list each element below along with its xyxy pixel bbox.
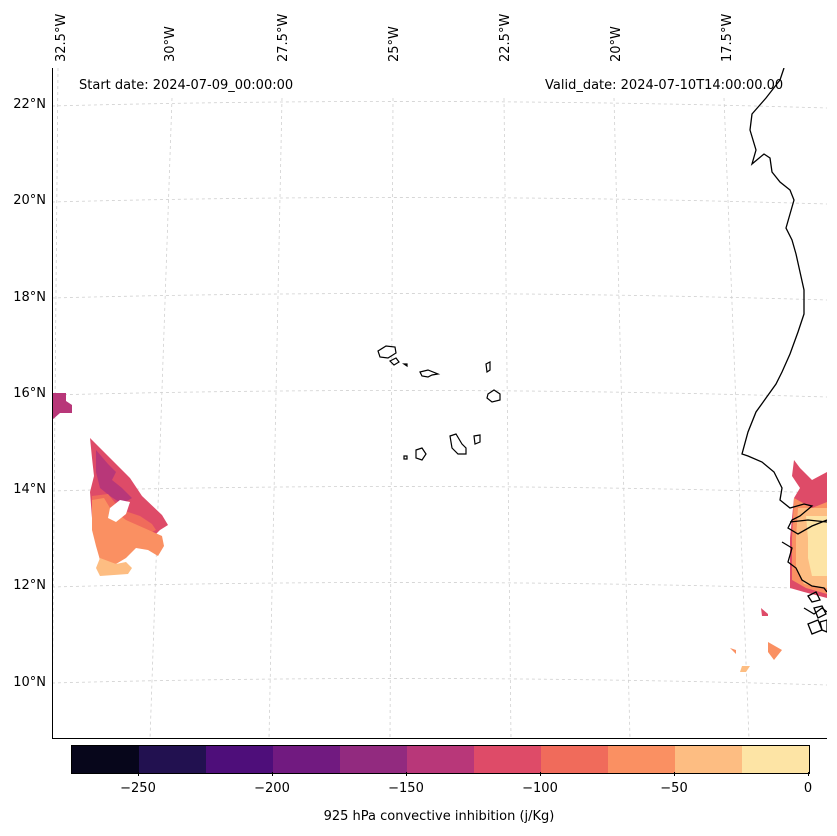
lat-label-16n: 16°N	[13, 386, 46, 401]
graticule	[52, 68, 827, 739]
map-panel	[52, 68, 827, 739]
lon-label-32.5w: 32.5°W	[54, 13, 69, 62]
lat-label-14n: 14°N	[13, 482, 46, 497]
parallel-20n	[52, 197, 827, 205]
colorbar-tick-label: −100	[522, 781, 558, 796]
colorbar-segment	[340, 746, 407, 773]
colorbar-tick-mark	[406, 772, 407, 776]
colorbar-tick-label: −250	[120, 781, 156, 796]
colorbar-tick-label: −200	[254, 781, 290, 796]
island-fogo	[415, 447, 427, 461]
colorbar-segment	[474, 746, 541, 773]
cin-patch-east-small-4	[740, 666, 750, 672]
colorbar-tick-mark	[808, 772, 809, 776]
colorbar-tick-mark	[272, 772, 273, 776]
cin-patch-west-light	[96, 558, 132, 576]
colorbar-segment	[675, 746, 742, 773]
colorbar-tick-mark	[540, 772, 541, 776]
parallel-22n	[52, 101, 827, 109]
island-sao-nicolau	[419, 369, 441, 378]
coastline-south-3	[819, 619, 827, 633]
colorbar-tick-mark	[674, 772, 675, 776]
lon-label-30w: 30°W	[163, 26, 178, 62]
cin-patch-west-hole	[108, 500, 130, 522]
colorbar-segment	[206, 746, 273, 773]
island-santiago	[449, 433, 467, 455]
meridian-20w	[613, 97, 631, 739]
colorbar-ticks: −250 −200 −150 −100 −50 0	[71, 772, 812, 802]
valid-date-label: Valid_date: 2024-07-10T14:00:00.00	[545, 78, 784, 93]
lat-label-10n: 10°N	[13, 675, 46, 690]
cin-patch-west-inner	[96, 450, 132, 504]
colorbar-segment	[139, 746, 206, 773]
cin-patch-east-small-1	[761, 608, 768, 616]
coastlines	[741, 68, 827, 635]
map-canvas	[52, 68, 827, 739]
lat-label-20n: 20°N	[13, 193, 46, 208]
cape-verde-islands	[377, 345, 501, 461]
parallel-14n	[52, 486, 827, 494]
lon-label-20w: 20°W	[609, 26, 624, 62]
lon-label-22.5w: 22.5°W	[498, 13, 513, 62]
coastline-bijagos	[813, 605, 827, 619]
cin-patch-east-small-2	[768, 642, 782, 660]
meridian-22.5w	[503, 97, 512, 739]
coastline-guinea-bissau	[781, 541, 827, 593]
cin-patch-west-16n	[52, 393, 72, 420]
colorbar-segment	[72, 746, 139, 773]
coastline-africa	[741, 68, 827, 535]
colorbar-tick-label: −150	[388, 781, 424, 796]
meridian-25w	[389, 97, 394, 739]
lat-label-12n: 12°N	[13, 578, 46, 593]
colorbar-tick-label: 0	[803, 781, 813, 796]
island-sao-vicente	[388, 357, 400, 366]
lat-label-22n: 22°N	[13, 97, 46, 112]
parallel-10n	[52, 678, 827, 686]
island-maio	[473, 434, 481, 445]
map-frame-border	[52, 68, 827, 739]
island-santa-luzia	[402, 363, 408, 368]
island-santo-antao	[377, 345, 397, 359]
colorbar-title: 925 hPa convective inhibition (j/Kg)	[323, 809, 555, 824]
parallel-16n	[52, 390, 827, 398]
lon-label-25w: 25°W	[387, 26, 402, 62]
meridian-17.5w	[723, 97, 750, 739]
colorbar-segment	[742, 746, 809, 773]
coastline-gambia-river	[789, 519, 827, 523]
lat-label-18n: 18°N	[13, 290, 46, 305]
start-date-label: Start date: 2024-07-09_00:00:00	[79, 78, 294, 93]
island-boa-vista	[486, 389, 501, 403]
meridian-32.5w	[52, 68, 59, 739]
colorbar-segment	[407, 746, 474, 773]
parallel-18n	[52, 293, 827, 301]
cin-patch-east-small-3	[730, 648, 736, 654]
lon-label-27.5w: 27.5°W	[276, 13, 291, 62]
colorbar-tick-label: −50	[660, 781, 688, 796]
colorbar-segment	[608, 746, 675, 773]
island-brava	[403, 455, 408, 460]
colorbar-tick-mark	[138, 772, 139, 776]
colorbar-segment	[273, 746, 340, 773]
meridian-27.5w	[268, 97, 283, 739]
colorbar-segment	[541, 746, 608, 773]
meridian-30w	[149, 97, 173, 739]
parallel-12n	[52, 582, 827, 590]
cin-contours	[52, 393, 827, 672]
colorbar	[71, 745, 810, 774]
lon-label-17.5w: 17.5°W	[720, 13, 735, 62]
coastline-islands-south	[807, 591, 821, 603]
cin-patch-east-yellow	[806, 516, 827, 576]
island-sal	[485, 361, 491, 374]
